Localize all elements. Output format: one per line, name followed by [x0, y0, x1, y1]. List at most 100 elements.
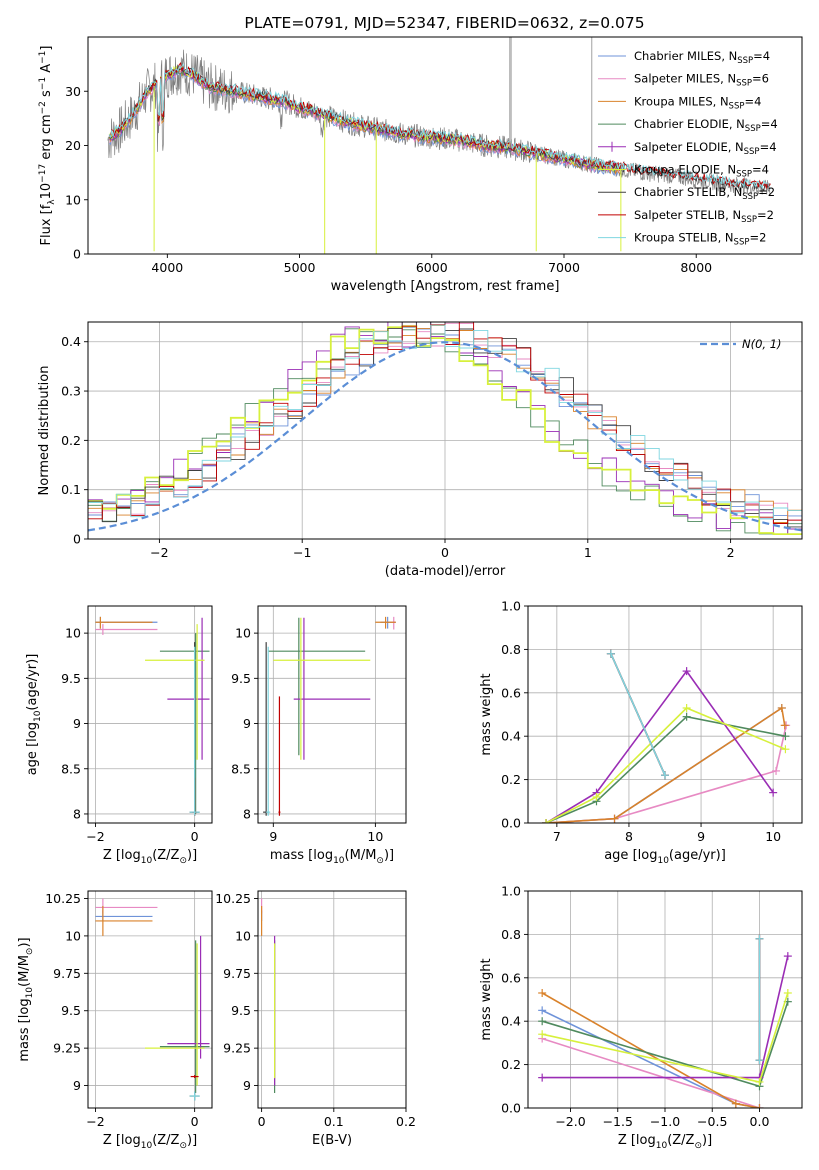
legend-label-sub: SSP — [736, 79, 752, 89]
axes-frame — [87, 321, 803, 540]
legend-label-sub: SSP — [736, 170, 752, 180]
y-tick-label: 9.5 — [231, 1003, 251, 1018]
legend-label-chabrier_miles: Chabrier MILES, NSSP=4 — [634, 49, 770, 66]
y-tick-label: 10.25 — [45, 891, 81, 906]
y-axis-label-part: −1 — [38, 77, 48, 90]
y-axis-label-part: age [log — [25, 722, 40, 775]
model-spectrum-kroupa_stelib — [108, 63, 771, 190]
x-tick-label: 5000 — [284, 260, 316, 275]
x-tick-label: 0.2 — [396, 1114, 416, 1129]
y-tick-label: 10 — [65, 928, 81, 943]
y-tick-label: 10 — [235, 626, 251, 641]
legend-label-suffix: =4 — [744, 94, 761, 108]
y-axis-label-part: 10 — [33, 710, 43, 722]
x-axis-label-part: 10 — [656, 1141, 668, 1151]
y-tick-label: 0.1 — [61, 482, 81, 497]
y-axis-label-part: ] — [39, 46, 54, 51]
legend-label-suffix: =2 — [757, 208, 774, 222]
legend-label-suffix: =4 — [753, 49, 770, 63]
y-tick-label: 0.8 — [501, 927, 521, 942]
x-axis-label-part: 10 — [141, 856, 153, 866]
legend-label-suffix: =2 — [749, 231, 766, 245]
x-axis-label: Z [log10(Z/Z⊙)] — [103, 848, 197, 866]
x-tick-label: 2 — [727, 545, 735, 560]
y-axis-label: mass weight — [479, 673, 494, 755]
y-axis-label: Normed distribution — [37, 366, 52, 496]
y-tick-label: 10 — [65, 192, 81, 207]
x-axis-label-part: age [log — [604, 848, 657, 863]
legend-label-suffix: =4 — [761, 117, 778, 131]
legend-label-chabrier_stelib: Chabrier STELIB, NSSP=2 — [634, 185, 775, 202]
y-axis-label: age [log10(age/yr)] — [25, 654, 43, 776]
x-tick-label: 4000 — [151, 260, 183, 275]
legend-label-text: Salpeter MILES, N — [634, 72, 736, 86]
y-tick-label: 8.5 — [231, 761, 251, 776]
x-axis-label-part: wavelength [Angstrom, rest frame] — [331, 279, 560, 294]
plot-area — [261, 898, 276, 1094]
legend-label-suffix: =6 — [752, 72, 769, 86]
weight-line-salpeter_miles — [541, 1037, 760, 1108]
y-tick-label: 9.75 — [53, 966, 81, 981]
x-axis-label-part: )] — [702, 1133, 712, 1148]
x-axis-label-part: 10 — [657, 856, 669, 866]
x-tick-label: 6000 — [416, 260, 448, 275]
y-axis-label-part: Flux [f — [39, 204, 54, 245]
y-tick-label: 0.4 — [61, 334, 81, 349]
mass-vs-ebv-panel: 0 0.1 0.2 9 9.25 9.5 9.75 10 10.25 E(B-V) — [215, 890, 416, 1148]
weight-line-kroupa_stelib — [610, 653, 666, 776]
legend-label-text: Salpeter STELIB, N — [634, 208, 741, 222]
y-axis-label-part: −2 — [38, 101, 48, 114]
y-tick-label: 0.3 — [61, 384, 81, 399]
y-tick-label: 0.2 — [501, 1057, 521, 1072]
weight-line-chabrier_miles — [545, 707, 783, 823]
weight-line-kroupa_miles — [545, 706, 786, 823]
x-tick-label: −1 — [293, 545, 311, 560]
x-axis-label: mass [log10(M/M⊙)] — [270, 848, 394, 866]
legend-label-sub: SSP — [734, 238, 750, 248]
legend-label-suffix: =4 — [760, 140, 777, 154]
x-axis-label: (data-model)/error — [385, 564, 506, 579]
legend-label-suffix: =4 — [752, 163, 769, 177]
x-axis-label: wavelength [Angstrom, rest frame] — [331, 279, 560, 294]
figure-title: PLATE=0791, MJD=52347, FIBERID=0632, z=0… — [244, 14, 644, 32]
y-axis-label-part: (M/M — [17, 955, 32, 987]
x-axis-label-part: Z [log — [103, 848, 141, 863]
x-axis-label: Z [log10(Z/Z⊙)] — [618, 1133, 712, 1151]
x-tick-label: 10 — [367, 829, 383, 844]
y-tick-label: 10.25 — [215, 891, 251, 906]
x-tick-label: 8000 — [680, 260, 712, 275]
model-spectrum-chabrier_stelib — [108, 64, 771, 191]
y-axis-label-part: s — [39, 90, 54, 101]
y-axis-label-part: Normed distribution — [37, 366, 52, 496]
x-axis-label: Z [log10(Z/Z⊙)] — [103, 1133, 197, 1151]
x-tick-label: −1.5 — [603, 1114, 633, 1129]
x-tick-label: 9 — [269, 829, 277, 844]
y-axis-label-part: mass weight — [479, 958, 494, 1040]
x-axis-label-part: )] — [187, 1133, 197, 1148]
x-tick-label: 0 — [258, 1114, 266, 1129]
x-axis-label-part: (Z/Z — [667, 1133, 694, 1148]
plot-area — [88, 322, 802, 535]
x-axis-label-part: (data-model)/error — [385, 564, 506, 579]
model-spectrum-chabrier_miles — [109, 68, 620, 177]
y-axis-label-part: −17 — [38, 164, 48, 183]
legend-label-normal: N(0, 1) — [742, 337, 782, 351]
y-axis-label: mass [log10(M/M⊙)] — [17, 937, 35, 1061]
y-tick-label: 9.25 — [53, 1041, 81, 1056]
x-tick-label: 0.0 — [750, 1114, 770, 1129]
axes-frame — [87, 890, 213, 1109]
y-tick-label: 1.0 — [501, 884, 521, 899]
y-tick-label: 9.75 — [223, 966, 251, 981]
x-axis-label-part: ⊙ — [694, 1141, 702, 1151]
legend-label-sub: SSP — [737, 56, 753, 66]
y-tick-label: 9 — [73, 1078, 81, 1093]
legend-label-salpeter_elodie: Salpeter ELODIE, NSSP=4 — [634, 140, 777, 157]
plot-area — [263, 616, 396, 816]
legend-label-kroupa_stelib: Kroupa STELIB, NSSP=2 — [634, 231, 766, 248]
axes-frame — [87, 605, 213, 824]
x-tick-label: 7 — [553, 829, 561, 844]
legend-label-salpeter_stelib: Salpeter STELIB, NSSP=2 — [634, 208, 774, 225]
x-tick-label: 8 — [625, 829, 633, 844]
plot-area — [107, 37, 771, 254]
